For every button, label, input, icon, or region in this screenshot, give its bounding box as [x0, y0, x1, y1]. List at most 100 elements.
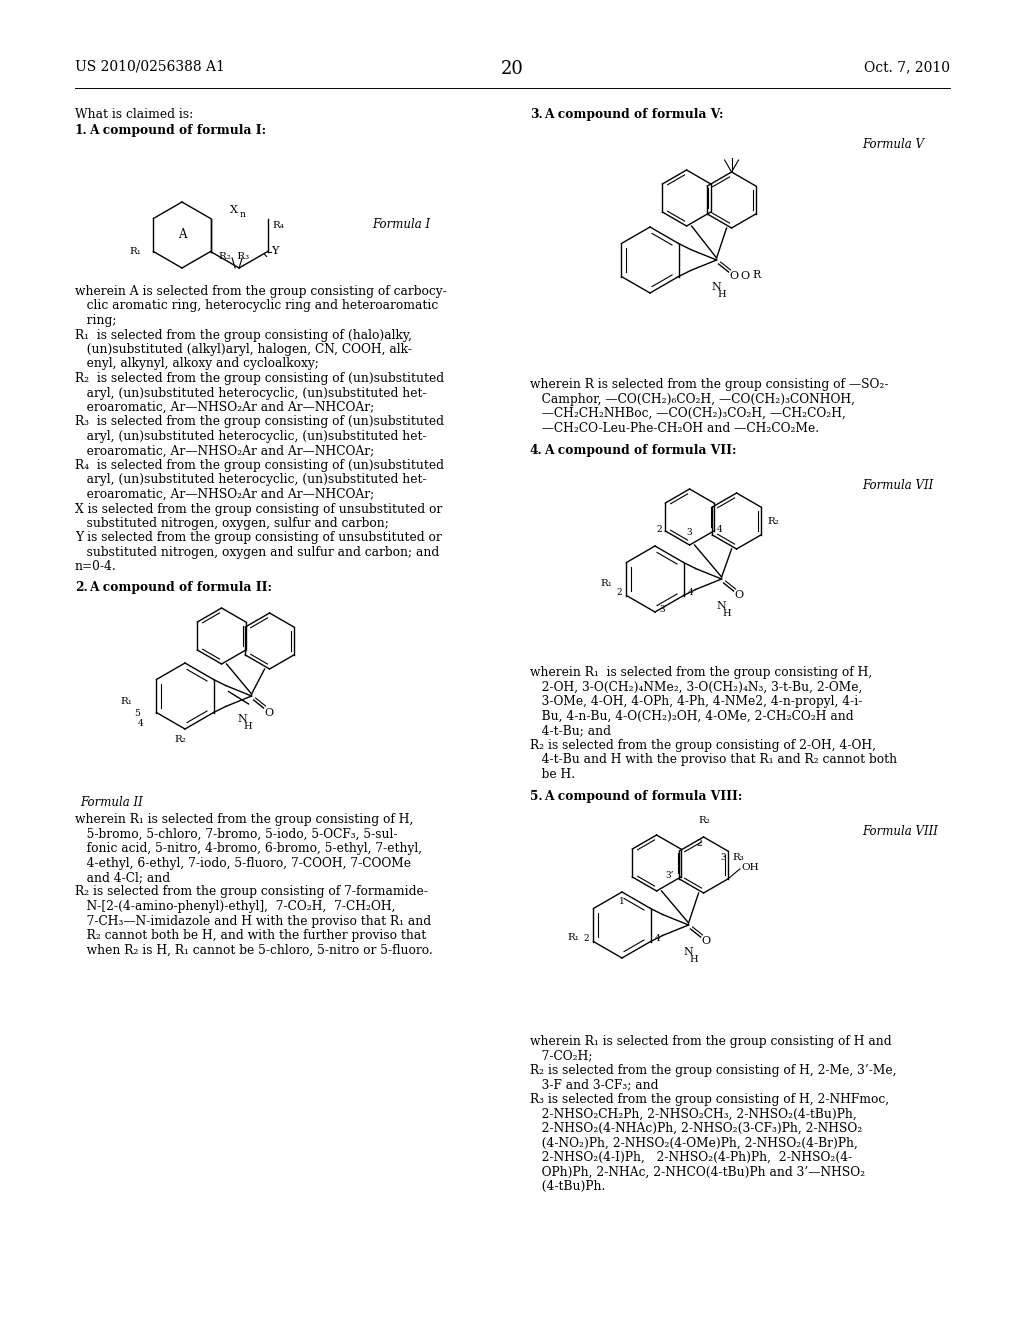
Text: H: H	[722, 609, 731, 618]
Text: R₂ cannot both be H, and with the further proviso that: R₂ cannot both be H, and with the furthe…	[75, 929, 426, 942]
Text: R₄: R₄	[272, 222, 285, 231]
Text: wherein A is selected from the group consisting of carbocy-: wherein A is selected from the group con…	[75, 285, 446, 298]
Text: Formula I: Formula I	[372, 218, 430, 231]
Text: H: H	[717, 290, 726, 300]
Text: wherein R₁  is selected from the group consisting of H,: wherein R₁ is selected from the group co…	[530, 667, 872, 678]
Text: R₂: R₂	[698, 816, 711, 825]
Text: n=0-4.: n=0-4.	[75, 561, 117, 573]
Text: R₂ is selected from the group consisting of H, 2-Me, 3’-Me,: R₂ is selected from the group consisting…	[530, 1064, 896, 1077]
Text: R₁  is selected from the group consisting of (halo)alky,: R₁ is selected from the group consisting…	[75, 329, 412, 342]
Text: 2: 2	[616, 587, 623, 597]
Text: N: N	[717, 601, 726, 611]
Text: 3.: 3.	[530, 108, 543, 121]
Text: n: n	[240, 210, 245, 219]
Text: R₁: R₁	[120, 697, 132, 705]
Text: 3: 3	[659, 605, 665, 614]
Text: R₂: R₂	[174, 735, 186, 744]
Text: 5: 5	[134, 710, 140, 718]
Text: R₃: R₃	[733, 853, 744, 862]
Text: 3: 3	[720, 853, 726, 862]
Text: 3-F and 3-CF₃; and: 3-F and 3-CF₃; and	[530, 1078, 658, 1092]
Text: A compound of formula I:: A compound of formula I:	[89, 124, 266, 137]
Text: R₁: R₁	[600, 579, 612, 589]
Text: O: O	[729, 271, 738, 281]
Text: eroaromatic, Ar—NHSO₂Ar and Ar—NHCOAr;: eroaromatic, Ar—NHSO₂Ar and Ar—NHCOAr;	[75, 401, 374, 414]
Text: 5-bromo, 5-chloro, 7-bromo, 5-iodo, 5-OCF₃, 5-sul-: 5-bromo, 5-chloro, 7-bromo, 5-iodo, 5-OC…	[75, 828, 397, 841]
Text: 3: 3	[687, 528, 692, 537]
Text: N-[2-(4-amino-phenyl)-ethyl],  7-CO₂H,  7-CH₂OH,: N-[2-(4-amino-phenyl)-ethyl], 7-CO₂H, 7-…	[75, 900, 395, 913]
Text: 2-NHSO₂(4-I)Ph,   2-NHSO₂(4-Ph)Ph,  2-NHSO₂(4-: 2-NHSO₂(4-I)Ph, 2-NHSO₂(4-Ph)Ph, 2-NHSO₂…	[530, 1151, 852, 1164]
Text: O: O	[734, 590, 743, 601]
Text: aryl, (un)substituted heterocyclic, (un)substituted het-: aryl, (un)substituted heterocyclic, (un)…	[75, 430, 427, 444]
Text: A compound of formula VII:: A compound of formula VII:	[544, 444, 736, 457]
Text: 4-ethyl, 6-ethyl, 7-iodo, 5-fluoro, 7-COOH, 7-COOMe: 4-ethyl, 6-ethyl, 7-iodo, 5-fluoro, 7-CO…	[75, 857, 411, 870]
Text: X: X	[230, 205, 238, 215]
Text: X is selected from the group consisting of unsubstituted or: X is selected from the group consisting …	[75, 503, 442, 516]
Text: R₁: R₁	[130, 247, 141, 256]
Text: OPh)Ph, 2-NHAc, 2-NHCO(4-tBu)Ph and 3’—NHSO₂: OPh)Ph, 2-NHAc, 2-NHCO(4-tBu)Ph and 3’—N…	[530, 1166, 865, 1179]
Text: Y is selected from the group consisting of unsubstituted or: Y is selected from the group consisting …	[75, 532, 441, 544]
Text: 2: 2	[656, 524, 663, 533]
Text: What is claimed is:: What is claimed is:	[75, 108, 194, 121]
Text: A: A	[178, 228, 186, 242]
Text: H: H	[244, 722, 252, 731]
Text: —CH₂CO-Leu-Phe-CH₂OH and —CH₂CO₂Me.: —CH₂CO-Leu-Phe-CH₂OH and —CH₂CO₂Me.	[530, 421, 819, 434]
Text: wherein R₁ is selected from the group consisting of H,: wherein R₁ is selected from the group co…	[75, 813, 414, 826]
Text: enyl, alkynyl, alkoxy and cycloalkoxy;: enyl, alkynyl, alkoxy and cycloalkoxy;	[75, 358, 318, 371]
Text: O: O	[740, 271, 750, 281]
Text: O: O	[701, 936, 711, 946]
Text: —CH₂CH₂NHBoc, —CO(CH₂)₃CO₂H, —CH₂CO₂H,: —CH₂CH₂NHBoc, —CO(CH₂)₃CO₂H, —CH₂CO₂H,	[530, 407, 846, 420]
Text: 2-NHSO₂(4-NHAc)Ph, 2-NHSO₂(3-CF₃)Ph, 2-NHSO₂: 2-NHSO₂(4-NHAc)Ph, 2-NHSO₂(3-CF₃)Ph, 2-N…	[530, 1122, 862, 1135]
Text: eroaromatic, Ar—NHSO₂Ar and Ar—NHCOAr;: eroaromatic, Ar—NHSO₂Ar and Ar—NHCOAr;	[75, 445, 374, 458]
Text: 2.: 2.	[75, 581, 88, 594]
Text: 4.: 4.	[530, 444, 543, 457]
Text: A compound of formula II:: A compound of formula II:	[89, 581, 272, 594]
Text: (4-NO₂)Ph, 2-NHSO₂(4-OMe)Ph, 2-NHSO₂(4-Br)Ph,: (4-NO₂)Ph, 2-NHSO₂(4-OMe)Ph, 2-NHSO₂(4-B…	[530, 1137, 858, 1150]
Text: 7-CO₂H;: 7-CO₂H;	[530, 1049, 593, 1063]
Text: 4: 4	[687, 587, 693, 597]
Text: 4: 4	[654, 935, 660, 942]
Text: eroaromatic, Ar—NHSO₂Ar and Ar—NHCOAr;: eroaromatic, Ar—NHSO₂Ar and Ar—NHCOAr;	[75, 488, 374, 502]
Text: 7-CH₃—N-imidazole and H with the proviso that R₁ and: 7-CH₃—N-imidazole and H with the proviso…	[75, 915, 431, 928]
Text: R: R	[753, 271, 761, 280]
Text: aryl, (un)substituted heterocyclic, (un)substituted het-: aryl, (un)substituted heterocyclic, (un)…	[75, 387, 427, 400]
Text: R₂  is selected from the group consisting of (un)substituted: R₂ is selected from the group consisting…	[75, 372, 444, 385]
Text: fonic acid, 5-nitro, 4-bromo, 6-bromo, 5-ethyl, 7-ethyl,: fonic acid, 5-nitro, 4-bromo, 6-bromo, 5…	[75, 842, 422, 855]
Text: R₄  is selected from the group consisting of (un)substituted: R₄ is selected from the group consisting…	[75, 459, 444, 473]
Text: be H.: be H.	[530, 767, 575, 780]
Text: R₂ is selected from the group consisting of 2-OH, 4-OH,: R₂ is selected from the group consisting…	[530, 738, 876, 751]
Text: 4-t-Bu and H with the proviso that R₁ and R₂ cannot both: 4-t-Bu and H with the proviso that R₁ an…	[530, 752, 897, 766]
Text: substituted nitrogen, oxygen, sulfur and carbon;: substituted nitrogen, oxygen, sulfur and…	[75, 517, 389, 531]
Text: 1.: 1.	[75, 124, 88, 137]
Text: Y: Y	[270, 247, 279, 256]
Text: wherein R₁ is selected from the group consisting of H and: wherein R₁ is selected from the group co…	[530, 1035, 892, 1048]
Text: 20: 20	[501, 59, 523, 78]
Text: substituted nitrogen, oxygen and sulfur and carbon; and: substituted nitrogen, oxygen and sulfur …	[75, 546, 439, 558]
Text: Formula VII: Formula VII	[862, 479, 933, 492]
Text: 5.: 5.	[530, 789, 543, 803]
Text: 3’: 3’	[666, 871, 675, 880]
Text: 3-OMe, 4-OH, 4-OPh, 4-Ph, 4-NMe2, 4-n-propyl, 4-i-: 3-OMe, 4-OH, 4-OPh, 4-Ph, 4-NMe2, 4-n-pr…	[530, 696, 862, 708]
Text: R₃  is selected from the group consisting of (un)substituted: R₃ is selected from the group consisting…	[75, 416, 444, 429]
Text: aryl, (un)substituted heterocyclic, (un)substituted het-: aryl, (un)substituted heterocyclic, (un)…	[75, 474, 427, 487]
Text: A compound of formula VIII:: A compound of formula VIII:	[544, 789, 742, 803]
Text: when R₂ is H, R₁ cannot be 5-chloro, 5-nitro or 5-fluoro.: when R₂ is H, R₁ cannot be 5-chloro, 5-n…	[75, 944, 433, 957]
Text: and 4-Cl; and: and 4-Cl; and	[75, 871, 170, 884]
Text: 4: 4	[717, 524, 723, 533]
Text: Formula V: Formula V	[862, 139, 924, 150]
Text: Oct. 7, 2010: Oct. 7, 2010	[864, 59, 950, 74]
Text: clic aromatic ring, heterocyclic ring and heteroaromatic: clic aromatic ring, heterocyclic ring an…	[75, 300, 438, 313]
Text: Camphor, —CO(CH₂)₆CO₂H, —CO(CH₂)₃CONHOH,: Camphor, —CO(CH₂)₆CO₂H, —CO(CH₂)₃CONHOH,	[530, 392, 855, 405]
Text: Bu, 4-n-Bu, 4-O(CH₂)₂OH, 4-OMe, 2-CH₂CO₂H and: Bu, 4-n-Bu, 4-O(CH₂)₂OH, 4-OMe, 2-CH₂CO₂…	[530, 710, 854, 722]
Text: R₁: R₁	[567, 932, 579, 941]
Text: A compound of formula V:: A compound of formula V:	[544, 108, 724, 121]
Text: 4-t-Bu; and: 4-t-Bu; and	[530, 723, 611, 737]
Text: N: N	[238, 714, 247, 723]
Text: wherein R is selected from the group consisting of —SO₂-: wherein R is selected from the group con…	[530, 378, 889, 391]
Text: 4: 4	[138, 719, 144, 729]
Text: ring;: ring;	[75, 314, 117, 327]
Text: US 2010/0256388 A1: US 2010/0256388 A1	[75, 59, 225, 74]
Text: O: O	[264, 708, 273, 718]
Text: H: H	[689, 954, 698, 964]
Text: R₂ is selected from the group consisting of 7-formamide-: R₂ is selected from the group consisting…	[75, 886, 428, 899]
